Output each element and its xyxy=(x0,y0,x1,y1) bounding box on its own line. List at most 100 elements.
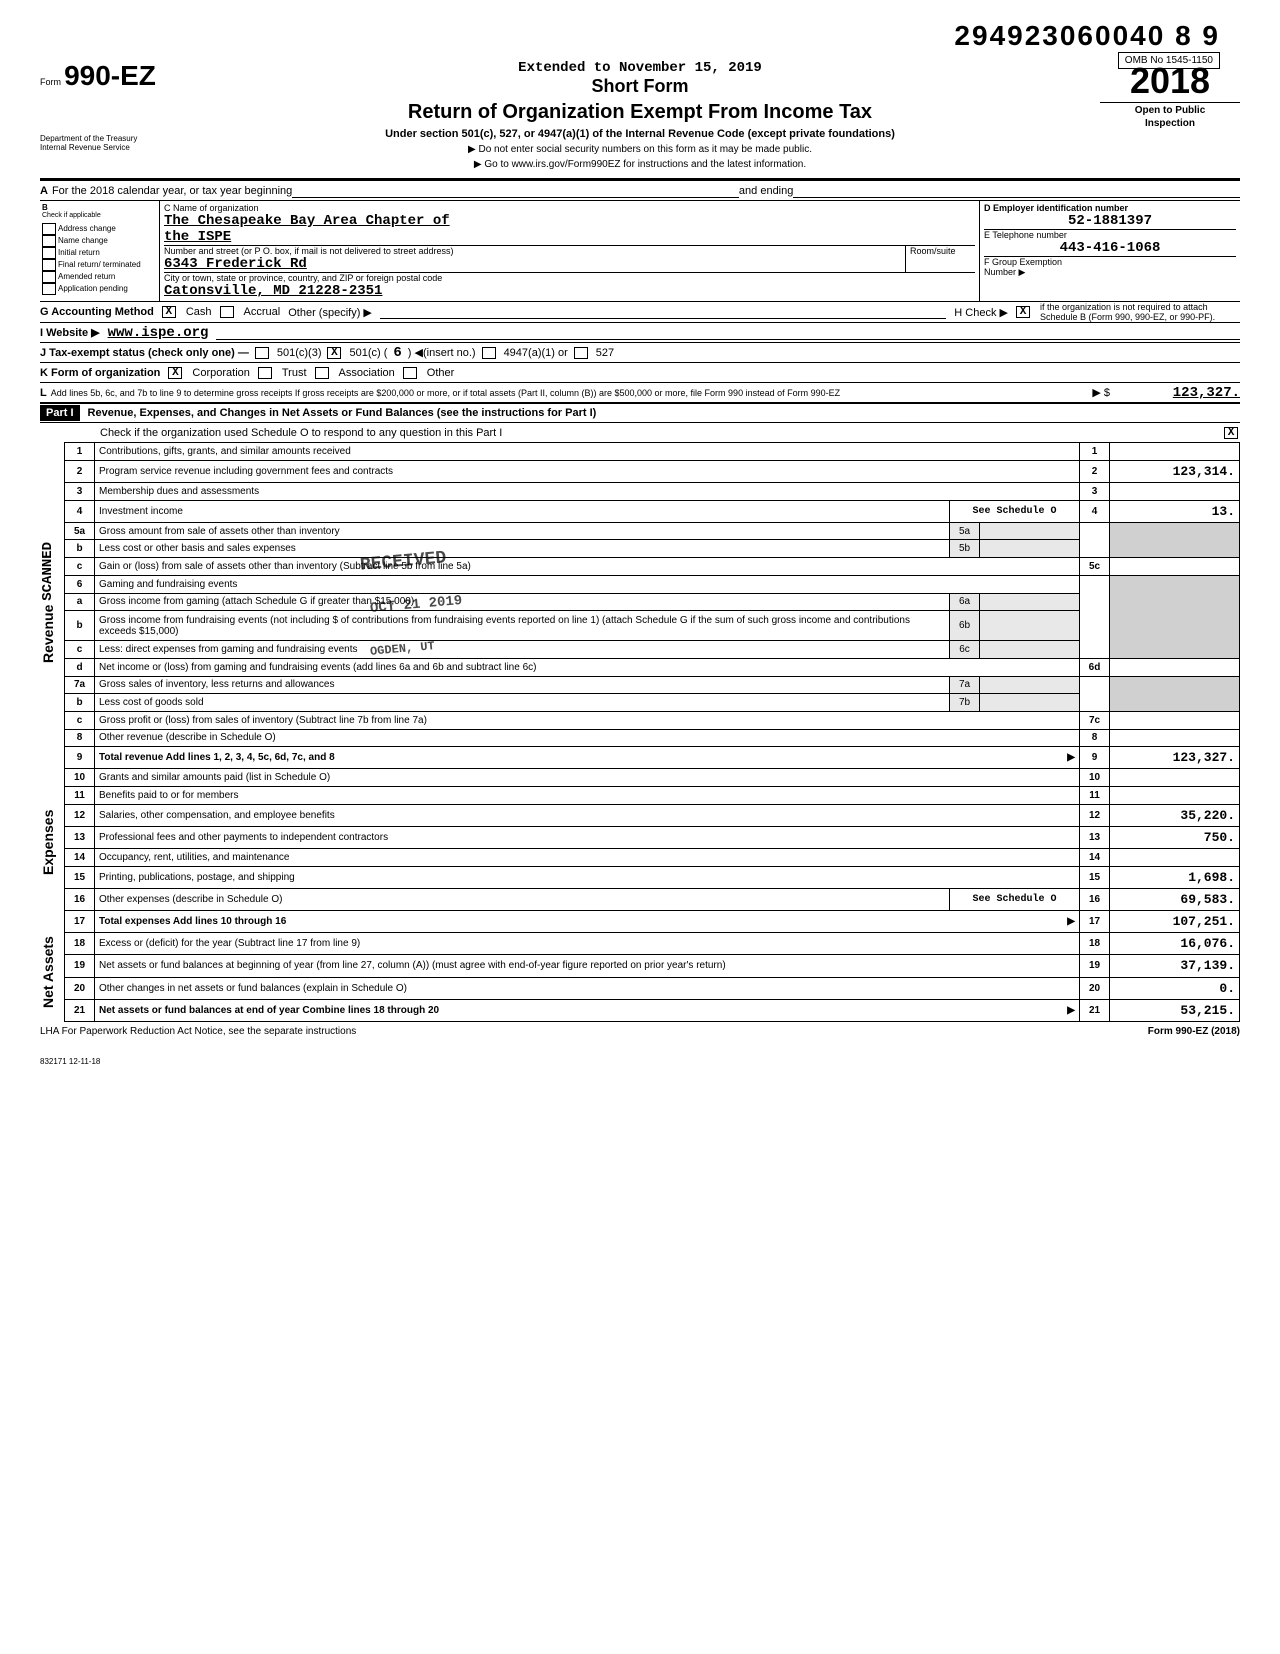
check-527[interactable] xyxy=(574,347,588,359)
line-a-end: and ending xyxy=(739,185,793,197)
room-label: Room/suite xyxy=(910,246,975,256)
row-4-amt: 13. xyxy=(1110,500,1240,522)
c-label: C Name of organization xyxy=(164,203,975,213)
row-14-num: 14 xyxy=(65,849,95,867)
row-8-text: Other revenue (describe in Schedule O) xyxy=(95,729,1080,747)
row-2-num: 2 xyxy=(65,460,95,482)
g-other: Other (specify) ▶ xyxy=(288,306,372,319)
row-4-num: 4 xyxy=(65,500,95,522)
part1-label: Part I xyxy=(40,405,80,421)
row-3-num: 3 xyxy=(65,482,95,500)
row-3-text: Membership dues and assessments xyxy=(95,482,1080,500)
j-label: J Tax-exempt status (check only one) — xyxy=(40,347,249,359)
row-5c-amt xyxy=(1110,558,1240,576)
k-trust: Trust xyxy=(282,367,307,379)
row-14-text: Occupancy, rent, utilities, and maintena… xyxy=(95,849,1080,867)
check-h[interactable]: X xyxy=(1016,306,1030,318)
check-accrual[interactable] xyxy=(220,306,234,318)
row-19-num: 19 xyxy=(65,955,95,977)
part-1-header: Part I Revenue, Expenses, and Changes in… xyxy=(40,402,1240,422)
row-6b-text: Gross income from fundraising events (no… xyxy=(99,615,338,626)
inspection: Inspection xyxy=(1100,116,1240,129)
row-5b-num: b xyxy=(65,540,95,558)
check-name[interactable] xyxy=(42,235,56,247)
check-trust[interactable] xyxy=(258,367,272,379)
e-label: E Telephone number xyxy=(984,230,1236,240)
row-12-text: Salaries, other compensation, and employ… xyxy=(95,804,1080,826)
row-17-text: Total expenses Add lines 10 through 16 xyxy=(99,916,286,927)
row-13-num: 13 xyxy=(65,827,95,849)
check-other-org[interactable] xyxy=(403,367,417,379)
row-2-text: Program service revenue including govern… xyxy=(95,460,1080,482)
k-assoc: Association xyxy=(339,367,395,379)
check-501c3[interactable] xyxy=(255,347,269,359)
row-2-amt: 123,314. xyxy=(1110,460,1240,482)
row-6c-num: c xyxy=(65,641,95,659)
net-assets-label: Net Assets xyxy=(40,922,64,1022)
dept-treasury: Department of the Treasury xyxy=(40,134,180,143)
check-final[interactable] xyxy=(42,259,56,271)
row-20-num: 20 xyxy=(65,977,95,999)
check-assoc[interactable] xyxy=(315,367,329,379)
row-15-num: 15 xyxy=(65,866,95,888)
ein: 52-1881397 xyxy=(984,213,1236,229)
check-4947[interactable] xyxy=(482,347,496,359)
k-other: Other xyxy=(427,367,455,379)
opt-address: Address change xyxy=(58,224,116,233)
row-11-text: Benefits paid to or for members xyxy=(95,787,1080,805)
row-1-num: 1 xyxy=(65,443,95,461)
expenses-label: Expenses xyxy=(40,762,64,922)
check-address[interactable] xyxy=(42,223,56,235)
footer-code: 832171 12-11-18 xyxy=(40,1057,1240,1066)
dept-irs: Internal Revenue Service xyxy=(40,143,180,152)
row-19-text: Net assets or fund balances at beginning… xyxy=(95,955,1080,977)
row-10-num: 10 xyxy=(65,769,95,787)
org-info-block: B Check if applicable Address change Nam… xyxy=(40,200,1240,301)
check-501c[interactable]: X xyxy=(327,347,341,359)
opt-final: Final return/ terminated xyxy=(58,260,141,269)
check-amended[interactable] xyxy=(42,271,56,283)
part1-title: Revenue, Expenses, and Changes in Net As… xyxy=(88,407,597,419)
row-4-sched: See Schedule O xyxy=(950,500,1080,522)
row-16-num: 16 xyxy=(65,888,95,910)
footer-right: Form 990-EZ (2018) xyxy=(1148,1026,1240,1037)
row-9-num: 9 xyxy=(65,747,95,769)
check-corp[interactable]: X xyxy=(168,367,182,379)
check-schedule-o[interactable]: X xyxy=(1224,427,1238,439)
f-sub: Number ▶ xyxy=(984,267,1236,278)
row-20-amt: 0. xyxy=(1110,977,1240,999)
check-cash[interactable]: X xyxy=(162,306,176,318)
row-5c-num: c xyxy=(65,558,95,576)
row-8-amt xyxy=(1110,729,1240,747)
document-id: 294923060040 8 9 xyxy=(954,20,1220,52)
main-table: 1Contributions, gifts, grants, and simil… xyxy=(64,442,1240,1022)
footer: LHA For Paperwork Reduction Act Notice, … xyxy=(40,1026,1240,1037)
line-l: L Add lines 5b, 6c, and 7b to line 9 to … xyxy=(40,382,1240,402)
g-accrual: Accrual xyxy=(244,306,281,318)
h-text: if the organization is not required to a… xyxy=(1040,302,1240,322)
i-label: I Website ▶ xyxy=(40,326,100,339)
website-note: ▶ Go to www.irs.gov/Form990EZ for instru… xyxy=(180,159,1100,170)
row-5c-text: Gain or (loss) from sale of assets other… xyxy=(95,558,1080,576)
check-pending[interactable] xyxy=(42,283,56,295)
row-7b-text: Less cost of goods sold xyxy=(95,694,950,712)
check-initial[interactable] xyxy=(42,247,56,259)
row-10-text: Grants and similar amounts paid (list in… xyxy=(95,769,1080,787)
website-url: www.ispe.org xyxy=(108,325,209,341)
row-16-amt: 69,583. xyxy=(1110,888,1240,910)
row-6d-num: d xyxy=(65,658,95,676)
row-16-sched: See Schedule O xyxy=(950,888,1080,910)
row-6d-text: Net income or (loss) from gaming and fun… xyxy=(95,658,1080,676)
addr-label: Number and street (or P O. box, if mail … xyxy=(164,246,905,256)
j-4947: 4947(a)(1) or xyxy=(504,347,568,359)
row-5a-num: 5a xyxy=(65,522,95,540)
form-number: 990-EZ xyxy=(64,60,156,91)
subtitle: Under section 501(c), 527, or 4947(a)(1)… xyxy=(180,128,1100,140)
opt-pending: Application pending xyxy=(58,284,128,293)
line-g-h: G Accounting Method XCash Accrual Other … xyxy=(40,301,1240,322)
check-if-label: Check if applicable xyxy=(42,212,157,219)
row-6d-amt xyxy=(1110,658,1240,676)
row-15-text: Printing, publications, postage, and shi… xyxy=(95,866,1080,888)
row-6-num: 6 xyxy=(65,575,95,593)
opt-amended: Amended return xyxy=(58,272,115,281)
